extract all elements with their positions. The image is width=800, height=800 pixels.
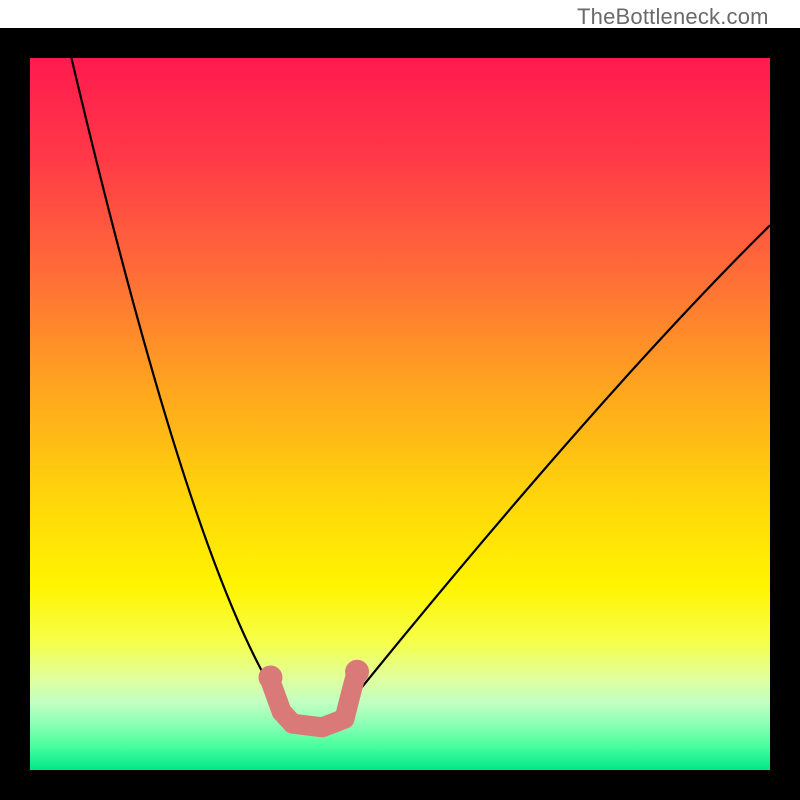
plot-background xyxy=(30,58,770,770)
bottleneck-chart xyxy=(0,0,800,800)
valley-marker-right-dot xyxy=(345,660,369,684)
valley-marker-left-dot xyxy=(259,665,283,689)
